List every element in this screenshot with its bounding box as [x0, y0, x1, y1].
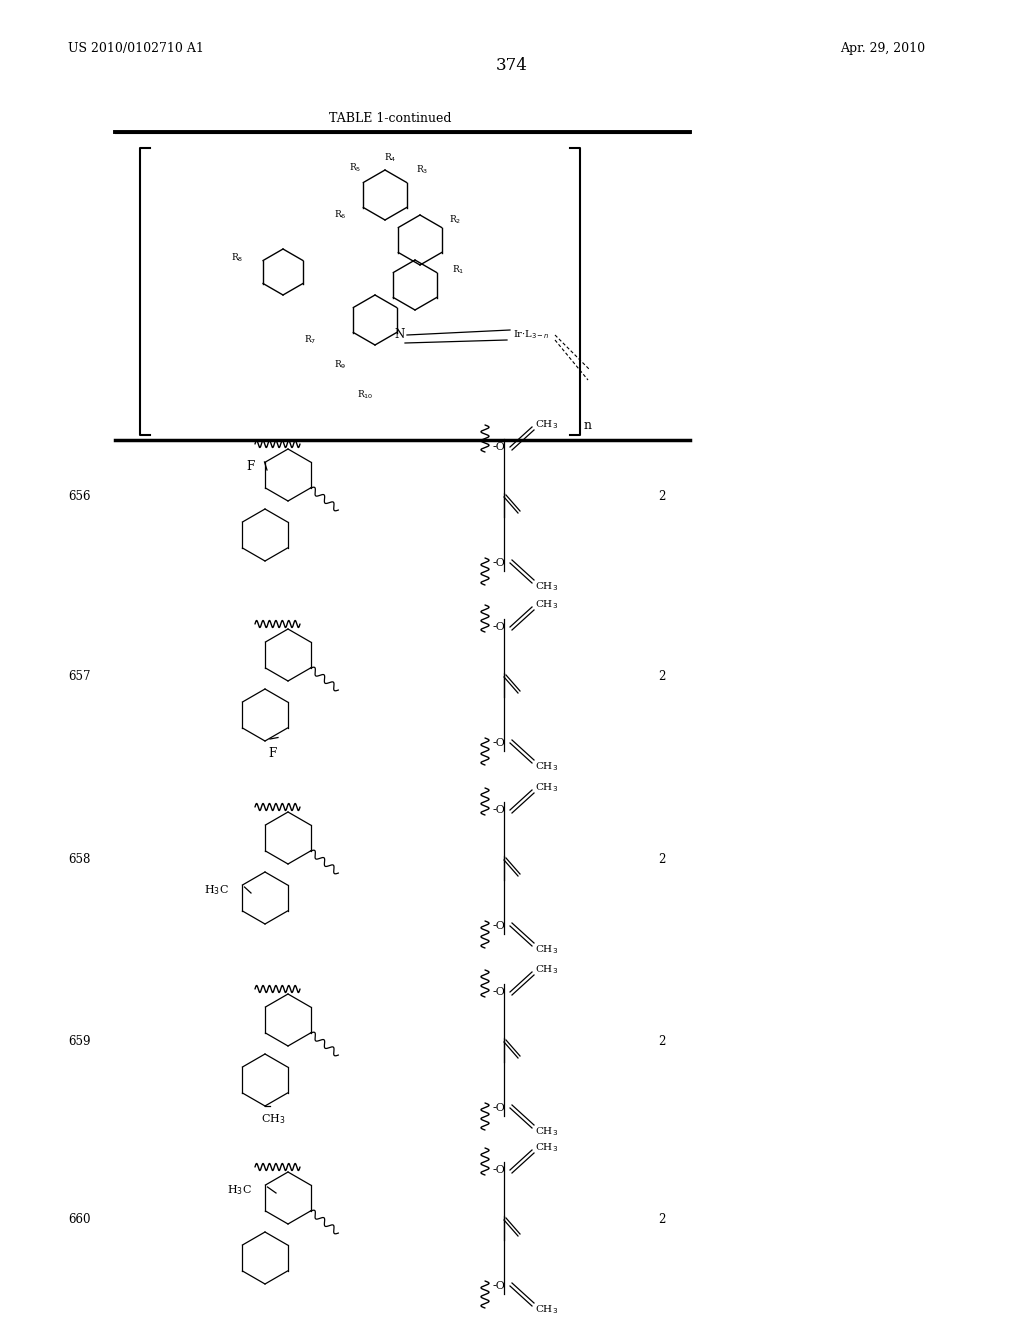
Text: N: N: [395, 329, 406, 342]
Text: 658: 658: [68, 853, 90, 866]
Text: 2: 2: [658, 1213, 666, 1226]
Text: 660: 660: [68, 1213, 90, 1226]
Text: n: n: [584, 418, 592, 432]
Text: CH$_3$: CH$_3$: [535, 964, 558, 977]
Text: H$_3$C: H$_3$C: [204, 883, 229, 896]
Text: 656: 656: [68, 490, 90, 503]
Text: F: F: [268, 747, 276, 760]
Text: CH$_3$: CH$_3$: [535, 1142, 558, 1155]
Text: R$_2$: R$_2$: [449, 214, 461, 226]
Text: -O: -O: [493, 987, 506, 997]
Text: Apr. 29, 2010: Apr. 29, 2010: [840, 42, 925, 55]
Text: -O: -O: [493, 1166, 506, 1175]
Text: CH$_3$: CH$_3$: [535, 1304, 558, 1316]
Text: -O: -O: [493, 622, 506, 632]
Text: 374: 374: [496, 57, 528, 74]
Text: R$_8$: R$_8$: [230, 252, 243, 264]
Text: R$_6$: R$_6$: [334, 209, 346, 222]
Text: 2: 2: [658, 1035, 666, 1048]
Text: H$_3$C: H$_3$C: [227, 1183, 252, 1197]
Text: F: F: [247, 461, 255, 474]
Text: CH$_3$: CH$_3$: [535, 581, 558, 594]
Text: CH$_3$: CH$_3$: [535, 781, 558, 795]
Text: -O: -O: [493, 1280, 506, 1291]
Text: 659: 659: [68, 1035, 90, 1048]
Text: TABLE 1-continued: TABLE 1-continued: [329, 112, 452, 125]
Text: R$_{10}$: R$_{10}$: [356, 389, 373, 401]
Text: CH$_3$: CH$_3$: [535, 944, 558, 957]
Text: CH$_3$: CH$_3$: [535, 418, 558, 432]
Text: -O: -O: [493, 921, 506, 931]
Text: 2: 2: [658, 671, 666, 682]
Text: R$_9$: R$_9$: [334, 359, 346, 371]
Text: CH$_3$: CH$_3$: [535, 1126, 558, 1138]
Text: R$_7$: R$_7$: [304, 334, 316, 346]
Text: CH$_3$: CH$_3$: [261, 1111, 286, 1126]
Text: -O: -O: [493, 442, 506, 451]
Text: CH$_3$: CH$_3$: [535, 760, 558, 774]
Text: US 2010/0102710 A1: US 2010/0102710 A1: [68, 42, 204, 55]
Text: CH$_3$: CH$_3$: [535, 598, 558, 611]
Text: R$_4$: R$_4$: [384, 152, 396, 164]
Text: R$_3$: R$_3$: [416, 164, 428, 177]
Text: -O: -O: [493, 1104, 506, 1113]
Text: 2: 2: [658, 490, 666, 503]
Text: -O: -O: [493, 738, 506, 748]
Text: 657: 657: [68, 671, 90, 682]
Text: Ir·L$_{3-n}$: Ir·L$_{3-n}$: [513, 329, 550, 342]
Text: R$_5$: R$_5$: [349, 162, 361, 174]
Text: -O: -O: [493, 558, 506, 568]
Text: -O: -O: [493, 805, 506, 814]
Text: R$_1$: R$_1$: [452, 264, 464, 276]
Text: 2: 2: [658, 853, 666, 866]
